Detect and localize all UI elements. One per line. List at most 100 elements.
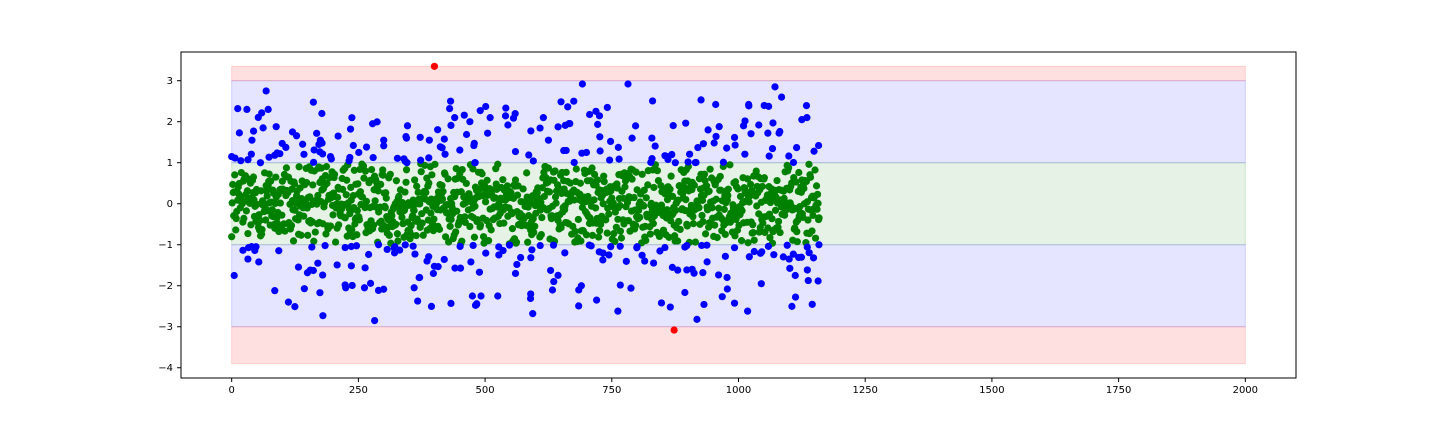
point-blue <box>499 246 507 255</box>
point-green <box>343 176 351 184</box>
point-green <box>665 233 673 241</box>
point-green <box>724 185 732 193</box>
point-green <box>249 173 258 181</box>
point-blue <box>723 285 731 293</box>
point-red <box>430 62 439 70</box>
point-blue <box>466 118 474 126</box>
point-blue <box>348 114 356 122</box>
point-green <box>418 219 426 227</box>
point-green <box>766 234 774 242</box>
point-blue <box>641 257 649 265</box>
point-green <box>712 195 720 203</box>
point-blue <box>244 244 253 252</box>
point-green <box>360 174 368 182</box>
point-blue <box>362 143 371 151</box>
point-blue <box>288 128 297 136</box>
x-axis: 0 250 500 750 1000 1250 1500 1750 2000 <box>228 378 1258 396</box>
point-blue <box>334 132 342 140</box>
point-green <box>503 182 511 190</box>
point-green <box>244 229 252 238</box>
point-blue <box>648 134 656 142</box>
point-green <box>491 194 499 202</box>
point-blue <box>805 249 813 257</box>
point-blue <box>341 243 349 252</box>
point-blue <box>511 147 520 156</box>
point-blue <box>747 130 755 138</box>
point-green <box>258 225 266 234</box>
x-tick-label: 1500 <box>979 385 1004 396</box>
point-blue <box>409 242 417 250</box>
point-green <box>609 199 617 207</box>
point-green <box>229 180 237 189</box>
point-green <box>749 221 757 229</box>
point-green <box>247 221 255 229</box>
point-green <box>377 180 385 188</box>
point-green <box>513 191 522 199</box>
point-green <box>289 237 298 245</box>
point-green <box>638 170 646 178</box>
point-green <box>256 216 264 225</box>
point-green <box>414 188 422 196</box>
point-blue <box>430 262 438 270</box>
point-green <box>691 238 700 246</box>
point-green <box>636 213 644 221</box>
point-green <box>669 192 677 200</box>
point-green <box>621 183 629 191</box>
point-green <box>330 170 339 179</box>
point-green <box>323 179 331 187</box>
point-blue <box>548 286 557 294</box>
point-blue <box>318 109 326 118</box>
point-green <box>268 206 276 214</box>
point-blue <box>704 126 712 134</box>
point-blue <box>308 243 316 251</box>
point-blue <box>525 151 533 159</box>
point-blue <box>693 315 701 323</box>
point-blue <box>265 153 273 161</box>
point-blue <box>719 158 728 166</box>
point-green <box>342 191 350 199</box>
point-blue <box>669 122 677 130</box>
point-green <box>291 206 299 214</box>
point-green <box>552 199 560 207</box>
point-green <box>519 185 527 193</box>
point-blue <box>712 100 720 109</box>
point-green <box>446 222 454 230</box>
point-blue <box>788 302 796 310</box>
point-green <box>630 193 638 202</box>
point-blue <box>456 264 465 272</box>
point-blue <box>663 152 672 161</box>
point-green <box>398 213 406 221</box>
point-green <box>737 237 746 245</box>
point-green <box>478 170 486 178</box>
point-green <box>768 215 776 223</box>
point-blue <box>527 254 535 262</box>
point-green <box>800 184 808 193</box>
point-green <box>441 233 450 241</box>
point-blue <box>616 281 624 289</box>
point-blue <box>624 80 632 88</box>
band-4 <box>231 326 1246 365</box>
point-blue <box>380 136 388 144</box>
point-blue <box>348 281 356 290</box>
point-green <box>240 214 248 222</box>
point-green <box>402 178 410 186</box>
point-blue <box>425 136 433 144</box>
point-blue <box>247 150 255 158</box>
point-blue <box>473 300 481 308</box>
point-blue <box>614 307 622 315</box>
point-green <box>303 179 311 187</box>
point-green <box>461 218 469 227</box>
point-green <box>353 206 361 215</box>
point-green <box>435 225 444 233</box>
point-blue <box>235 129 243 137</box>
point-green <box>653 167 662 175</box>
point-blue <box>393 154 402 162</box>
point-green <box>698 211 706 220</box>
point-green <box>438 181 446 190</box>
point-green <box>481 198 490 206</box>
point-green <box>371 197 379 205</box>
point-blue <box>529 157 537 165</box>
point-blue <box>256 159 265 167</box>
point-green <box>300 212 308 220</box>
point-green <box>367 165 376 174</box>
